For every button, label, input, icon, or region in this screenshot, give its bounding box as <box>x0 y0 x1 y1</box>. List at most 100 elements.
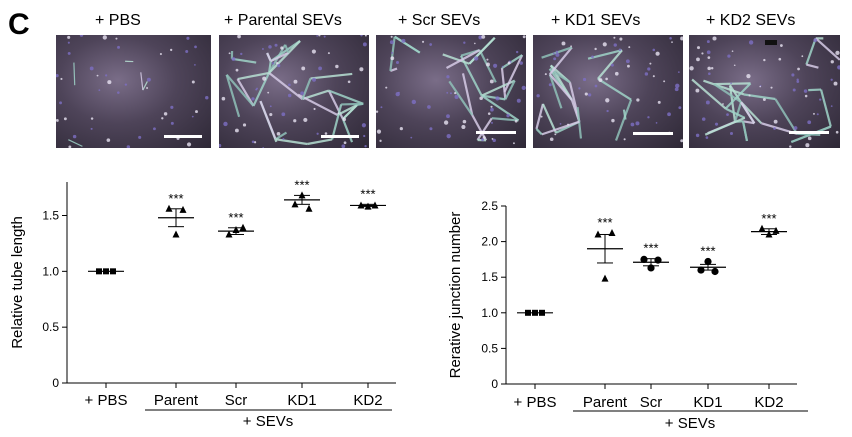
cell-dot <box>582 77 587 82</box>
cell-dot <box>591 55 594 59</box>
cell-dot <box>544 73 547 76</box>
cell-dot <box>318 35 321 37</box>
cell-dot <box>312 77 317 82</box>
cell-dot <box>293 79 298 84</box>
cell-dot <box>712 36 717 41</box>
x-tick-label: KD1 <box>287 392 316 409</box>
cell-dot <box>390 56 395 61</box>
tube-segment <box>808 88 822 92</box>
cell-dot <box>490 107 494 112</box>
cell-dot <box>194 64 196 66</box>
micrograph-kd1 <box>533 35 683 148</box>
tube-segment <box>268 72 304 100</box>
cell-dot <box>618 48 622 52</box>
cell-dot <box>124 83 128 86</box>
cell-dot <box>473 56 479 61</box>
tube-segment <box>225 74 241 118</box>
tube-segment <box>742 120 755 125</box>
cell-dot <box>293 119 297 123</box>
cell-dot <box>454 94 459 100</box>
cell-dot <box>427 105 431 109</box>
cell-dot <box>729 131 734 136</box>
cell-dot <box>235 68 239 72</box>
tube-segment <box>297 93 339 116</box>
cell-dot <box>516 98 521 103</box>
micrograph-kd2 <box>689 35 840 148</box>
tube-segment <box>259 100 277 140</box>
significance-label: *** <box>168 191 183 206</box>
tube-segment <box>541 103 557 134</box>
significance-label: *** <box>360 186 375 201</box>
x-tick-label: KD1 <box>693 394 722 411</box>
cell-dot <box>98 89 101 92</box>
cell-dot <box>805 143 810 148</box>
cell-dot <box>159 52 163 56</box>
cell-dot <box>489 79 494 84</box>
cell-dot <box>282 137 285 141</box>
cell-dot <box>773 127 776 130</box>
cell-dot <box>240 52 243 56</box>
cell-dot <box>443 120 449 125</box>
cell-dot <box>835 50 840 55</box>
cell-dot <box>559 123 562 125</box>
significance-label: *** <box>228 210 243 225</box>
cell-dot <box>667 112 671 117</box>
y-tick-label: 0 <box>52 376 59 390</box>
data-point <box>640 255 648 263</box>
cell-dot <box>360 35 363 37</box>
cell-dot <box>731 50 734 52</box>
cell-dot <box>835 130 839 134</box>
cell-dot <box>726 113 729 117</box>
cell-dot <box>311 49 316 54</box>
cell-dot <box>491 137 494 140</box>
tube-segment <box>140 72 144 91</box>
cell-dot <box>714 122 719 126</box>
cell-dot <box>146 77 151 82</box>
cell-dot <box>359 67 364 72</box>
tube-segment <box>225 74 255 107</box>
cell-dot <box>710 67 714 70</box>
cell-dot <box>652 48 656 52</box>
cell-dot <box>644 72 649 76</box>
cell-dot <box>605 77 608 81</box>
tube-segment <box>805 37 817 65</box>
tube-segment <box>275 131 288 141</box>
cell-dot <box>146 87 149 89</box>
cell-dot <box>234 128 239 133</box>
tube-segment <box>597 49 623 80</box>
cell-dot <box>463 41 466 44</box>
data-point <box>357 201 365 209</box>
data-point <box>711 267 719 276</box>
x-tick-label: Parent <box>154 392 199 409</box>
significance-label: *** <box>643 241 658 256</box>
tube-segment <box>548 73 563 109</box>
data-point <box>539 309 545 316</box>
significance-label: *** <box>597 215 612 230</box>
cell-dot <box>303 117 308 123</box>
cell-dot <box>813 38 818 43</box>
cell-dot <box>277 63 281 68</box>
tube-segment <box>237 71 270 81</box>
cell-dot <box>223 121 228 127</box>
cell-dot <box>163 112 168 116</box>
tube-segment <box>328 89 364 105</box>
cell-dot <box>281 112 286 117</box>
cell-dot <box>90 127 93 130</box>
cell-dot <box>255 88 258 91</box>
cell-dot <box>695 88 700 93</box>
cell-dot <box>619 37 623 41</box>
cell-dot <box>778 57 782 61</box>
cell-dot <box>185 49 189 53</box>
cell-dot <box>253 141 257 144</box>
tube-segment <box>446 49 481 69</box>
cell-dot <box>748 94 751 97</box>
cell-dot <box>796 78 799 81</box>
data-point <box>239 223 247 231</box>
cell-dot <box>663 80 666 83</box>
cell-dot <box>390 35 393 38</box>
cell-dot <box>495 96 500 101</box>
cell-dot <box>138 135 142 139</box>
cell-dot <box>819 98 822 101</box>
tube-segment <box>790 125 832 143</box>
cell-dot <box>727 54 731 58</box>
